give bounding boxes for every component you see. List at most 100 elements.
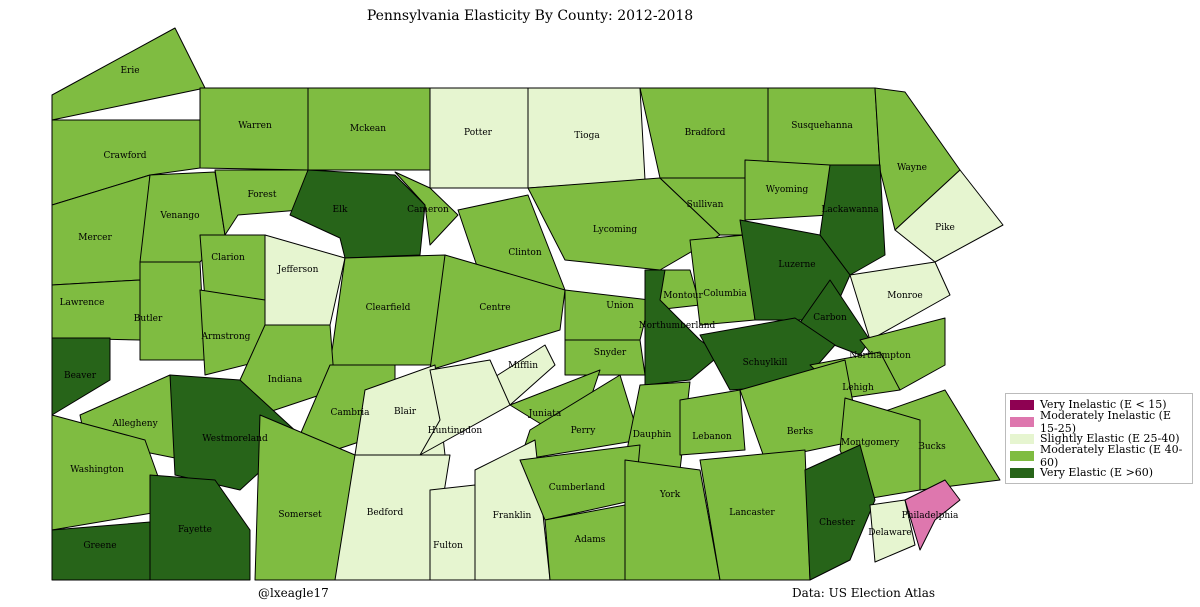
county-lawrence [51,279,141,341]
legend-item-very-elastic: Very Elastic (E >60) [1010,464,1188,481]
county-forest [214,169,309,236]
map-title: Pennsylvania Elasticity By County: 2012-… [366,8,694,24]
county-label-chester: Chester [819,518,856,528]
county-label-venango: Venango [159,211,199,221]
county-fulton [429,484,476,581]
legend-swatch [1010,433,1034,444]
county-label-columbia: Columbia [703,289,747,299]
county-label-mercer: Mercer [78,233,112,243]
county-label-schuylkill: Schuylkill [743,358,788,368]
county-label-lehigh: Lehigh [842,383,874,393]
county-label-warren: Warren [238,121,272,131]
county-label-juniata: Juniata [528,409,562,419]
county-label-sullivan: Sullivan [687,200,724,210]
county-label-pike: Pike [935,223,955,233]
county-label-forest: Forest [247,190,276,200]
county-label-blair: Blair [394,407,417,417]
legend-item-very-inelastic: Very Inelastic (E < 15) [1010,396,1188,413]
county-label-fayette: Fayette [178,525,212,535]
county-label-clinton: Clinton [508,248,541,258]
county-label-clearfield: Clearfield [366,303,411,313]
legend-label: Very Elastic (E >60) [1040,466,1154,479]
county-label-bradford: Bradford [685,128,726,138]
county-label-mckean: Mckean [350,124,386,134]
legend-swatch [1010,467,1034,478]
county-huntingdon [419,359,511,456]
county-label-allegheny: Allegheny [111,419,158,429]
county-label-jefferson: Jefferson [277,265,319,275]
county-label-fulton: Fulton [433,541,463,551]
county-label-westmoreland: Westmoreland [202,434,268,444]
county-label-wyoming: Wyoming [766,185,809,195]
county-label-susquehanna: Susquehanna [791,121,853,131]
county-fayette [149,474,251,581]
data-source: Data: US Election Atlas [792,586,936,600]
county-label-layer: Erie Crawford Warren Mckean Potter Tioga Bradf… [60,66,959,551]
county-lebanon [679,389,746,456]
county-label-crawford: Crawford [103,151,146,161]
county-label-somerset: Somerset [278,510,322,520]
author-credit: @lxeagle17 [258,586,329,600]
county-label-northampton: Northampton [849,351,911,361]
county-label-cumberland: Cumberland [549,483,606,493]
county-label-cambria: Cambria [330,408,370,418]
legend-swatch [1010,399,1034,410]
county-pike [894,169,1004,263]
legend-swatch [1010,450,1034,461]
county-label-clarion: Clarion [211,253,245,263]
county-label-philadelphia: Philadelphia [902,511,959,521]
county-delaware [869,499,916,563]
county-label-luzerne: Luzerne [778,260,815,270]
legend-label: Slightly Elastic (E 25-40) [1040,432,1180,445]
county-label-lawrence: Lawrence [60,298,105,308]
county-label-mifflin: Mifflin [508,361,538,371]
county-label-centre: Centre [479,303,510,313]
legend-swatch [1010,416,1034,427]
county-centre [429,254,566,371]
county-indiana [239,324,336,416]
county-beaver [51,337,111,416]
county-label-perry: Perry [571,426,597,436]
county-label-tioga: Tioga [574,131,600,141]
county-label-wayne: Wayne [897,163,927,173]
county-label-monroe: Monroe [887,291,922,301]
legend-item-slight-elastic: Slightly Elastic (E 25-40) [1010,430,1188,447]
county-label-indiana: Indiana [268,375,303,385]
county-label-armstrong: Armstrong [201,332,251,342]
legend-item-mod-elastic: Moderately Elastic (E 40-60) [1010,443,1188,469]
county-label-bucks: Bucks [918,442,946,452]
legend: Very Inelastic (E < 15) Moderately Inelas… [1005,393,1193,484]
county-label-franklin: Franklin [493,511,532,521]
county-label-cameron: Cameron [407,205,449,215]
county-union [564,289,651,341]
county-label-carbon: Carbon [813,313,847,323]
county-label-york: York [659,490,681,500]
county-label-montgomery: Montgomery [841,438,900,448]
county-lackawanna [819,164,886,276]
county-potter [429,87,529,189]
county-label-lancaster: Lancaster [729,508,775,518]
county-label-montour: Montour [663,291,703,301]
county-label-berks: Berks [787,427,814,437]
county-label-huntingdon: Huntingdon [428,426,483,436]
county-label-snyder: Snyder [594,348,627,358]
county-butler [139,261,206,361]
county-label-delaware: Delaware [868,528,911,538]
county-cameron [394,171,459,246]
county-chester [804,444,876,581]
county-philadelphia [904,479,961,551]
county-label-lebanon: Lebanon [692,432,732,442]
county-label-erie: Erie [120,66,139,76]
county-label-adams: Adams [574,535,606,545]
county-label-washington: Washington [70,465,124,475]
county-label-butler: Butler [134,314,163,324]
legend-label: Moderately Inelastic (E 15-25) [1040,408,1171,435]
county-label-beaver: Beaver [64,371,97,381]
county-jefferson [264,234,346,326]
county-label-lackawanna: Lackawanna [821,205,879,215]
legend-label: Moderately Elastic (E 40-60) [1040,442,1183,469]
county-label-potter: Potter [464,128,493,138]
county-monroe [849,261,951,341]
county-lycoming [527,177,721,271]
